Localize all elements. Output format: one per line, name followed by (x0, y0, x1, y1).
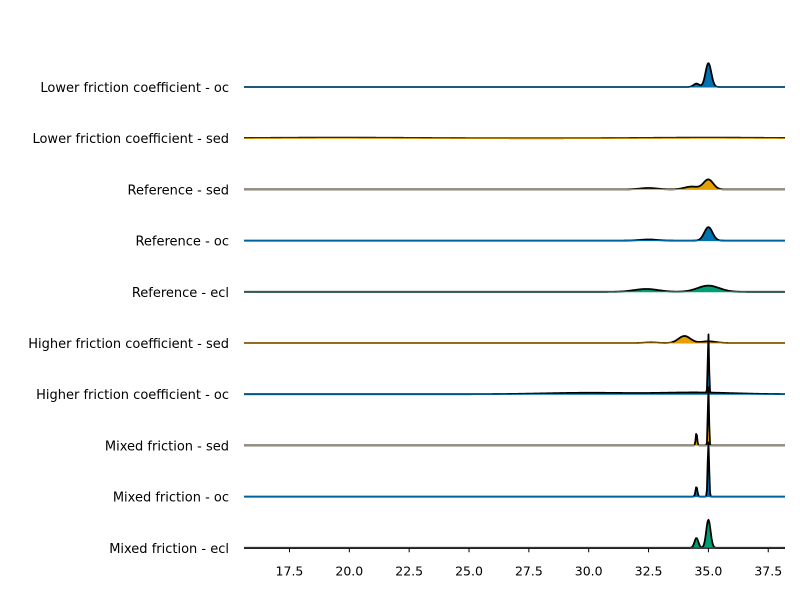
x-tick-label: 20.0 (335, 563, 363, 578)
x-tick-label: 17.5 (276, 563, 304, 578)
x-tick-label: 37.5 (754, 563, 782, 578)
x-tick-label: 25.0 (455, 563, 483, 578)
ridge-fill (244, 285, 785, 292)
x-tick-label: 32.5 (635, 563, 663, 578)
ridge-row (243, 441, 786, 498)
row-label: Higher friction coefficient - oc (36, 388, 229, 403)
row-label: Mixed friction - ecl (109, 542, 229, 557)
x-tick-label: 22.5 (395, 563, 423, 578)
row-label: Reference - oc (135, 235, 229, 250)
x-axis: 17.5 20.0 22.5 25.0 27.5 30.0 32.5 35.0 37.5 (244, 547, 785, 578)
x-tick-label: 27.5 (515, 563, 543, 578)
ridge-outline (243, 335, 786, 344)
ridges-group (243, 62, 786, 549)
ridge-row (243, 284, 786, 293)
ridge-outline (243, 386, 786, 447)
ridge-fill (244, 63, 785, 87)
ridge-row (243, 386, 786, 447)
ridge-row (243, 136, 786, 140)
row-label: Lower friction coefficient - oc (40, 81, 229, 96)
ridge-outline (243, 518, 786, 549)
ridge-row (243, 62, 786, 88)
ridge-fill (244, 442, 785, 497)
x-tick-label: 35.0 (694, 563, 722, 578)
row-label: Mixed friction - sed (105, 439, 229, 454)
ridge-row (243, 333, 786, 396)
row-label: Lower friction coefficient - sed (32, 132, 229, 147)
ridge-fill (244, 179, 785, 190)
row-label: Mixed friction - oc (113, 491, 229, 506)
ridge-row (243, 178, 786, 191)
row-label: Higher friction coefficient - sed (28, 337, 229, 352)
ridge-fill (244, 387, 785, 446)
row-label: Reference - ecl (132, 286, 229, 301)
ridge-outline (243, 441, 786, 498)
row-labels-group: Lower friction coefficient - oc Lower fri… (28, 81, 229, 557)
ridge-row (243, 335, 786, 344)
row-label: Reference - sed (128, 183, 229, 198)
ridge-row (243, 226, 786, 242)
x-tick-label: 30.0 (575, 563, 603, 578)
ridge-row (243, 518, 786, 549)
